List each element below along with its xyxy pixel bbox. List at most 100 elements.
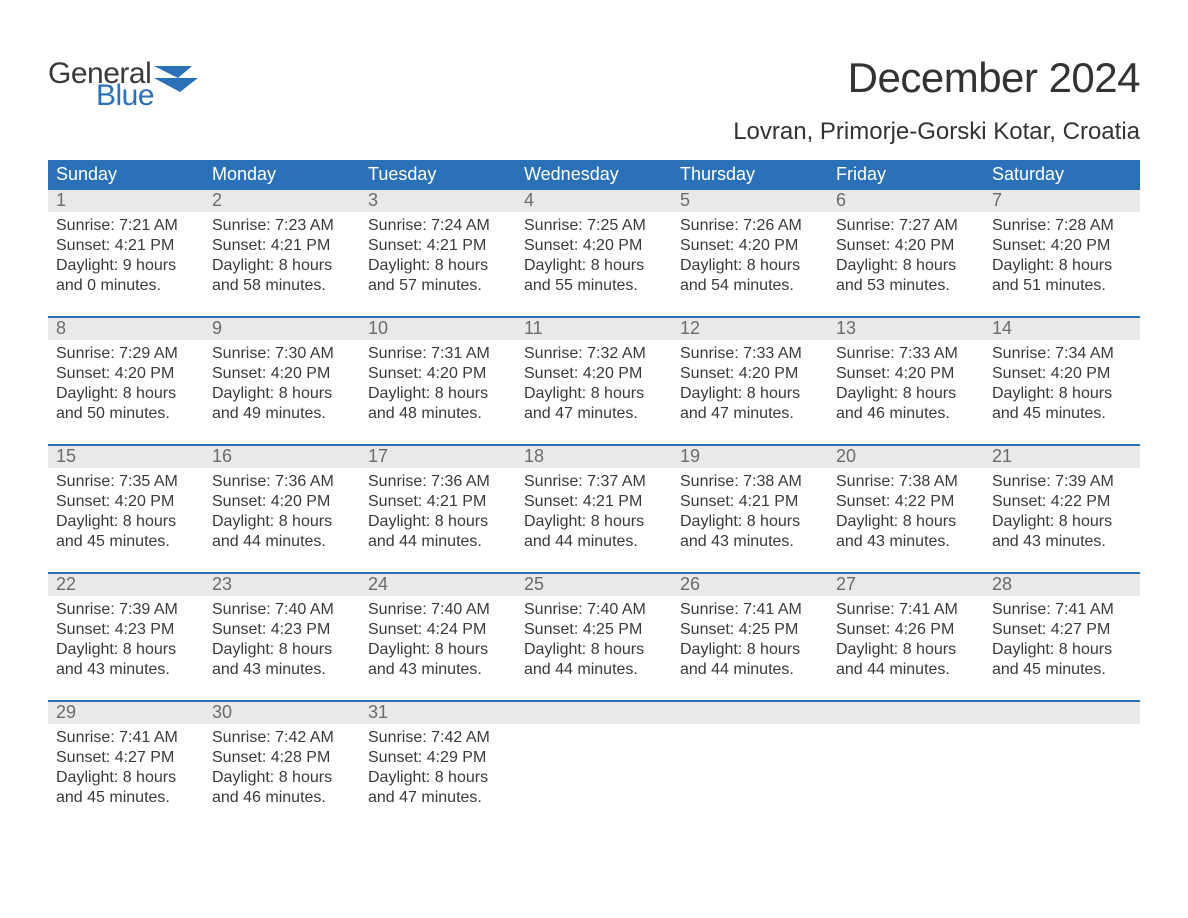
day-number: 28 <box>984 574 1140 596</box>
day-cell: Sunrise: 7:21 AMSunset: 4:21 PMDaylight:… <box>48 212 204 316</box>
sunset-text: Sunset: 4:28 PM <box>212 748 352 768</box>
sunset-text: Sunset: 4:20 PM <box>212 492 352 512</box>
day-cell: Sunrise: 7:34 AMSunset: 4:20 PMDaylight:… <box>984 340 1140 444</box>
sunrise-text: Sunrise: 7:33 AM <box>836 344 976 364</box>
day-cell: Sunrise: 7:33 AMSunset: 4:20 PMDaylight:… <box>828 340 984 444</box>
daylight-text: and 0 minutes. <box>56 276 196 296</box>
day-number: 13 <box>828 318 984 340</box>
daylight-text: Daylight: 9 hours <box>56 256 196 276</box>
sunrise-text: Sunrise: 7:30 AM <box>212 344 352 364</box>
daylight-text: Daylight: 8 hours <box>56 640 196 660</box>
weekday-header: Saturday <box>984 160 1140 190</box>
brand-logo: General Blue <box>48 58 202 111</box>
daylight-text: Daylight: 8 hours <box>212 256 352 276</box>
daylight-text: Daylight: 8 hours <box>680 640 820 660</box>
day-cell: Sunrise: 7:32 AMSunset: 4:20 PMDaylight:… <box>516 340 672 444</box>
sunrise-text: Sunrise: 7:42 AM <box>368 728 508 748</box>
sunrise-text: Sunrise: 7:34 AM <box>992 344 1132 364</box>
sunrise-text: Sunrise: 7:41 AM <box>56 728 196 748</box>
daylight-text: Daylight: 8 hours <box>836 384 976 404</box>
day-number: 15 <box>48 446 204 468</box>
day-cell: Sunrise: 7:41 AMSunset: 4:26 PMDaylight:… <box>828 596 984 700</box>
location-title: Lovran, Primorje-Gorski Kotar, Croatia <box>733 118 1140 146</box>
sunrise-text: Sunrise: 7:23 AM <box>212 216 352 236</box>
day-cell: Sunrise: 7:39 AMSunset: 4:22 PMDaylight:… <box>984 468 1140 572</box>
calendar-week: 1234567Sunrise: 7:21 AMSunset: 4:21 PMDa… <box>48 190 1140 316</box>
day-number: 6 <box>828 190 984 212</box>
daybody-row: Sunrise: 7:29 AMSunset: 4:20 PMDaylight:… <box>48 340 1140 444</box>
day-cell: Sunrise: 7:42 AMSunset: 4:28 PMDaylight:… <box>204 724 360 828</box>
sunset-text: Sunset: 4:21 PM <box>212 236 352 256</box>
day-number: 12 <box>672 318 828 340</box>
day-cell: Sunrise: 7:41 AMSunset: 4:25 PMDaylight:… <box>672 596 828 700</box>
daylight-text: Daylight: 8 hours <box>992 384 1132 404</box>
daylight-text: and 43 minutes. <box>680 532 820 552</box>
daylight-text: and 57 minutes. <box>368 276 508 296</box>
sunset-text: Sunset: 4:20 PM <box>56 364 196 384</box>
daylight-text: Daylight: 8 hours <box>212 384 352 404</box>
day-number: 31 <box>360 702 516 724</box>
daylight-text: Daylight: 8 hours <box>212 640 352 660</box>
day-number: 7 <box>984 190 1140 212</box>
sunset-text: Sunset: 4:20 PM <box>992 236 1132 256</box>
daylight-text: and 45 minutes. <box>56 532 196 552</box>
day-cell <box>516 724 672 828</box>
daynum-row: 1234567 <box>48 190 1140 212</box>
brand-bottom: Blue <box>96 80 154 112</box>
daylight-text: and 46 minutes. <box>212 788 352 808</box>
sunset-text: Sunset: 4:23 PM <box>212 620 352 640</box>
sunrise-text: Sunrise: 7:25 AM <box>524 216 664 236</box>
weekday-header: Sunday <box>48 160 204 190</box>
sunrise-text: Sunrise: 7:26 AM <box>680 216 820 236</box>
brand-text: General Blue <box>48 58 154 111</box>
sunrise-text: Sunrise: 7:31 AM <box>368 344 508 364</box>
daylight-text: and 44 minutes. <box>836 660 976 680</box>
sunset-text: Sunset: 4:20 PM <box>836 364 976 384</box>
sunrise-text: Sunrise: 7:38 AM <box>680 472 820 492</box>
sunset-text: Sunset: 4:20 PM <box>836 236 976 256</box>
sunrise-text: Sunrise: 7:39 AM <box>992 472 1132 492</box>
day-number: 18 <box>516 446 672 468</box>
title-block: December 2024 Lovran, Primorje-Gorski Ko… <box>733 54 1140 146</box>
sunset-text: Sunset: 4:20 PM <box>56 492 196 512</box>
daynum-row: 891011121314 <box>48 318 1140 340</box>
daylight-text: Daylight: 8 hours <box>524 384 664 404</box>
sunset-text: Sunset: 4:20 PM <box>524 236 664 256</box>
sunrise-text: Sunrise: 7:32 AM <box>524 344 664 364</box>
day-number: 19 <box>672 446 828 468</box>
day-cell: Sunrise: 7:23 AMSunset: 4:21 PMDaylight:… <box>204 212 360 316</box>
daylight-text: and 44 minutes. <box>524 532 664 552</box>
daylight-text: and 47 minutes. <box>680 404 820 424</box>
day-number: 29 <box>48 702 204 724</box>
sunset-text: Sunset: 4:26 PM <box>836 620 976 640</box>
daylight-text: and 54 minutes. <box>680 276 820 296</box>
flag-icon <box>154 64 202 97</box>
daylight-text: and 50 minutes. <box>56 404 196 424</box>
daylight-text: and 58 minutes. <box>212 276 352 296</box>
day-cell: Sunrise: 7:41 AMSunset: 4:27 PMDaylight:… <box>984 596 1140 700</box>
daybody-row: Sunrise: 7:35 AMSunset: 4:20 PMDaylight:… <box>48 468 1140 572</box>
sunset-text: Sunset: 4:21 PM <box>524 492 664 512</box>
day-cell <box>672 724 828 828</box>
daylight-text: Daylight: 8 hours <box>368 512 508 532</box>
day-number: 9 <box>204 318 360 340</box>
daylight-text: Daylight: 8 hours <box>992 640 1132 660</box>
header: General Blue December 2024 Lovran, Primo… <box>48 30 1140 146</box>
daylight-text: and 43 minutes. <box>212 660 352 680</box>
day-number: 20 <box>828 446 984 468</box>
weeks-container: 1234567Sunrise: 7:21 AMSunset: 4:21 PMDa… <box>48 190 1140 828</box>
day-number: 14 <box>984 318 1140 340</box>
day-cell: Sunrise: 7:40 AMSunset: 4:25 PMDaylight:… <box>516 596 672 700</box>
daylight-text: and 44 minutes. <box>368 532 508 552</box>
daylight-text: and 43 minutes. <box>56 660 196 680</box>
sunrise-text: Sunrise: 7:35 AM <box>56 472 196 492</box>
daylight-text: and 44 minutes. <box>212 532 352 552</box>
calendar: Sunday Monday Tuesday Wednesday Thursday… <box>48 160 1140 828</box>
day-number: 23 <box>204 574 360 596</box>
weekday-header: Monday <box>204 160 360 190</box>
day-cell: Sunrise: 7:38 AMSunset: 4:21 PMDaylight:… <box>672 468 828 572</box>
sunset-text: Sunset: 4:21 PM <box>680 492 820 512</box>
day-number: 10 <box>360 318 516 340</box>
daylight-text: and 47 minutes. <box>368 788 508 808</box>
weekday-header: Wednesday <box>516 160 672 190</box>
